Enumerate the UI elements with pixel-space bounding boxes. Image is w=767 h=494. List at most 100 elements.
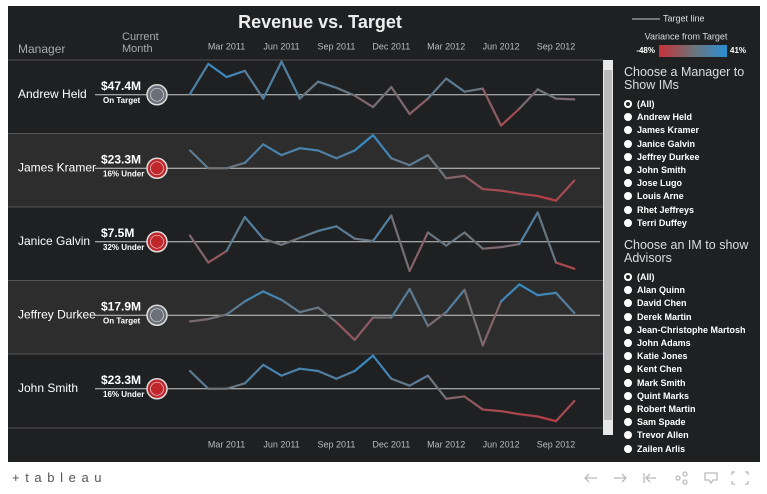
scrollbar-thumb[interactable] [604, 70, 612, 420]
toolbar: + t a b l e a u [0, 462, 767, 494]
filter-option[interactable]: Kent Chen [624, 364, 682, 374]
variance-line-segment [536, 194, 558, 202]
variance-line-segment [225, 300, 246, 316]
filter-option[interactable]: Jean-Christophe Martosh [624, 325, 746, 335]
variance-line-segment [481, 87, 503, 127]
variance-line-segment [481, 408, 503, 413]
variance-line-segment [243, 215, 265, 240]
variance-line-segment [298, 80, 320, 100]
filter-option[interactable]: John Smith [624, 165, 686, 175]
variance-line-segment [317, 306, 338, 324]
variance-line-segment [408, 231, 429, 273]
filter-option[interactable]: Janice Galvin [624, 139, 695, 149]
variance-line-segment [518, 283, 539, 297]
filter-option[interactable]: (All) [624, 272, 655, 282]
variance-line-segment [225, 382, 246, 390]
title: Revenue vs. Target [238, 12, 402, 32]
filter-option[interactable]: Mark Smith [624, 378, 686, 388]
variance-line-segment [280, 367, 301, 377]
variance-line-segment [298, 306, 320, 314]
x-tick-label: Jun 2012 [483, 41, 520, 51]
variance-line-segment [353, 316, 375, 342]
variance-line-segment [390, 85, 411, 116]
filter-option[interactable]: Trevor Allen [624, 430, 689, 440]
manager-name: Andrew Held [18, 87, 87, 101]
filter-option[interactable]: David Chen [624, 298, 687, 308]
variance-line-segment [353, 94, 375, 109]
revenue: $23.3M [101, 152, 141, 166]
variance-line-segment [536, 88, 558, 100]
variance-line-segment [500, 242, 521, 249]
variance-line-segment [554, 97, 576, 101]
filter-option[interactable]: Rhet Jeffreys [624, 205, 694, 215]
filter-option[interactable]: Sam Spade [624, 417, 686, 427]
variance-line-segment [280, 60, 301, 100]
variance-line-segment [554, 179, 576, 202]
revert-button[interactable] [643, 473, 656, 483]
variance-line-segment [500, 283, 521, 303]
undo-button[interactable] [584, 473, 597, 483]
status: On Target [103, 96, 141, 105]
variance-line-segment [445, 231, 466, 247]
variance-line-segment [463, 288, 484, 347]
variance-line-segment [280, 147, 301, 157]
filter-option[interactable]: Jose Lugo [624, 178, 682, 188]
filter-option[interactable]: Andrew Held [624, 112, 692, 122]
status-indicator [146, 157, 168, 179]
variance-line-segment [390, 287, 411, 319]
variance-line-segment [335, 86, 356, 97]
row-background [8, 60, 603, 134]
variance-line-segment [554, 261, 576, 270]
variance-line-segment [518, 413, 539, 418]
x-tick-label: Dec 2011 [372, 41, 410, 51]
redo-button[interactable] [614, 473, 627, 483]
fullscreen-button[interactable] [731, 471, 749, 485]
filter-option[interactable]: Alan Quinn [624, 285, 685, 295]
download-button[interactable] [704, 472, 718, 485]
variance-line-segment [335, 369, 356, 380]
variance-line-segment [463, 395, 484, 411]
legend-target-label: Target line [663, 13, 705, 23]
filter-option[interactable]: Zailen Arlis [624, 444, 685, 454]
tableau-logo[interactable]: + t a b l e a u [12, 470, 103, 485]
variance-line-segment [243, 143, 265, 164]
variance-line-segment [426, 231, 448, 247]
variance-line-segment [390, 214, 411, 273]
revenue: $47.4M [101, 79, 141, 93]
filter-option[interactable]: Robert Martin [624, 404, 696, 414]
variance-line-segment [317, 80, 338, 89]
filter-option[interactable]: Katie Jones [624, 351, 688, 361]
filter-option[interactable]: James Kramer [624, 125, 699, 135]
filter-option[interactable]: (All) [624, 99, 655, 109]
variance-line-segment [536, 211, 558, 264]
x-tick-label: Mar 2012 [427, 439, 465, 449]
variance-line-segment [463, 231, 484, 250]
variance-line-segment [371, 214, 393, 243]
variance-line-segment [554, 291, 576, 315]
filter-option[interactable]: Terri Duffey [624, 218, 687, 228]
variance-line-segment [207, 249, 228, 264]
filter-option[interactable]: Louis Arne [624, 191, 684, 201]
filter-option[interactable]: Jeffrey Durkee [624, 152, 700, 162]
status-indicator [146, 378, 168, 400]
variance-line-segment [390, 377, 411, 387]
variance-line-segment [463, 174, 484, 191]
variance-line-segment [408, 374, 429, 387]
status: 16% Under [103, 390, 144, 399]
filter-option[interactable]: John Adams [624, 338, 691, 348]
variance-line-segment [207, 313, 228, 321]
header-current-month: Current Month [122, 31, 159, 55]
variance-line-segment [353, 134, 375, 152]
variance-line-segment [262, 143, 283, 157]
filter-option[interactable]: Derek Martin [624, 312, 692, 322]
variance-line-segment [500, 410, 521, 416]
variance-line-segment [298, 147, 320, 152]
variance-line-segment [280, 236, 301, 246]
variance-line-segment [262, 363, 283, 377]
filter-option[interactable]: Quint Marks [624, 391, 689, 401]
share-button[interactable] [675, 475, 681, 481]
revenue: $23.3M [101, 373, 141, 387]
variance-line-segment [371, 134, 393, 160]
